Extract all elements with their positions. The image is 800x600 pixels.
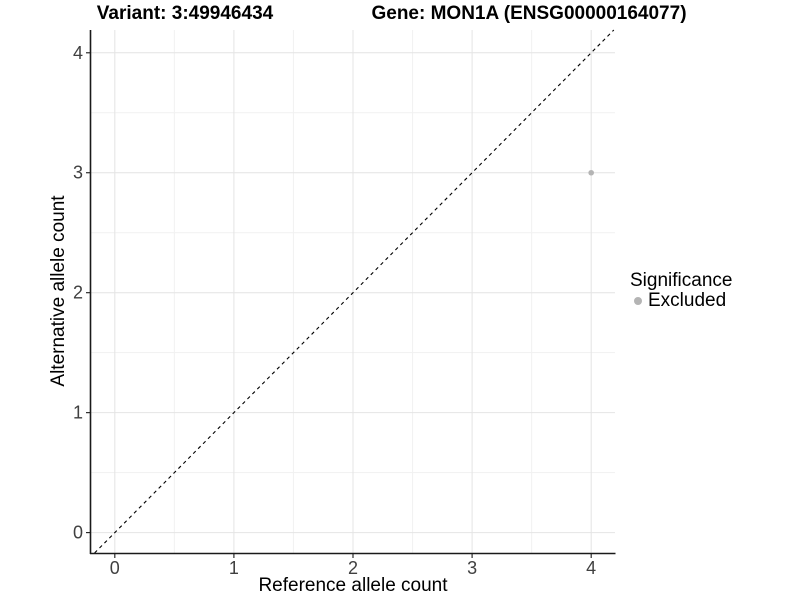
y-tick-label: 1 [73,403,83,423]
y-tick-label: 0 [73,523,83,543]
y-tick-label: 3 [73,163,83,183]
data-point-excluded [588,169,594,176]
legend-key [630,294,645,309]
x-tick-label: 3 [467,558,477,578]
y-tick-label: 2 [73,283,83,303]
x-tick-label: 4 [586,558,596,578]
legend-entry-excluded: Excluded [630,290,732,311]
legend-title: Significance [630,270,733,291]
legend-entry-label: Excluded [648,290,727,311]
gene-title: Gene: MON1A (ENSG00000164077) [371,3,687,24]
x-tick-label: 2 [348,558,358,578]
identity-dashed-line [94,29,615,554]
legend: Significance Excluded [630,270,732,311]
y-tick-label: 4 [73,43,83,63]
variant-title: Variant: 3:49946434 [96,3,274,24]
x-axis-label: Reference allele count [258,575,448,596]
x-tick-label: 0 [110,558,120,578]
x-tick-label: 1 [229,558,239,578]
y-axis-label: Alternative allele count [48,195,69,387]
excluded-marker-icon [633,297,642,305]
